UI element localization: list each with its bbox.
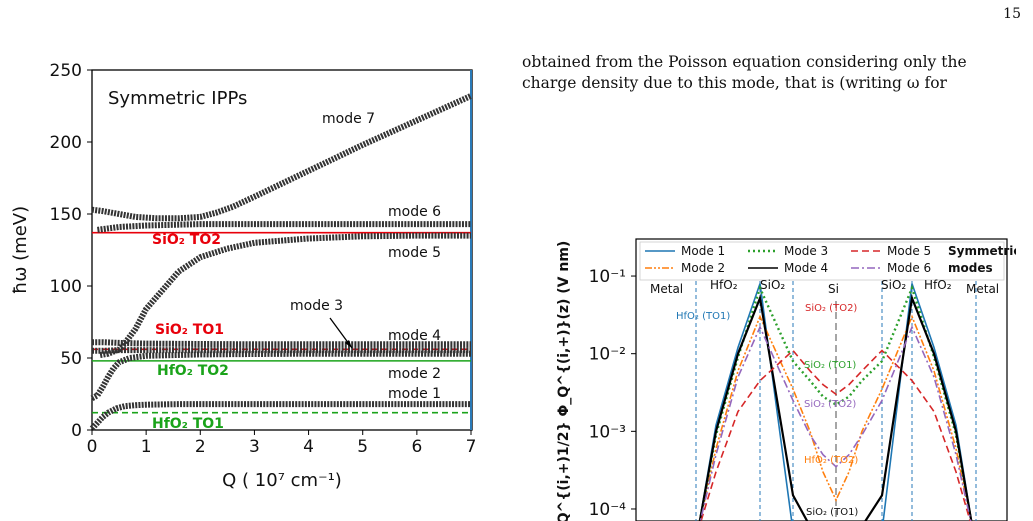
body-text-line: obtained from the Poisson equation consi…	[522, 53, 967, 71]
y-tick-label: 200	[50, 133, 82, 153]
y-tick-label: 0	[71, 421, 82, 441]
annotation-label: SiO₂ (TO1)	[806, 507, 858, 518]
x-tick-label: 6	[411, 437, 422, 457]
legend-label: Mode 1	[681, 244, 725, 258]
region-label: Si	[828, 282, 839, 296]
legend-label: Mode 3	[784, 244, 828, 258]
y-tick-label: 150	[50, 205, 82, 225]
annotation-mode-4: mode 4	[388, 328, 441, 344]
legend-label: Mode 6	[887, 261, 931, 275]
legend-label: Mode 5	[887, 244, 931, 258]
region-label: HfO₂	[924, 278, 952, 292]
dispersion-chart: 0 1 2 3 4 5 6 7 0 50 100 150 200 250 Symmetric IPPs Q…	[10, 61, 477, 491]
y-tick-label: 10⁻⁴	[589, 500, 627, 520]
mode-3-arrowhead	[345, 340, 352, 348]
annotation-mode-7: mode 7	[322, 111, 375, 127]
region-label: Metal	[966, 282, 999, 296]
legend-title: modes	[948, 261, 993, 275]
x-axis-label: Q ( 10⁷ cm⁻¹)	[222, 470, 342, 491]
series-line	[699, 314, 972, 521]
x-tick-label: 7	[466, 437, 477, 457]
annotation-mode-1: mode 1	[388, 386, 441, 402]
label-hfo2-to1: HfO₂ TO1	[152, 416, 224, 432]
annotation-mode-2: mode 2	[388, 366, 441, 382]
series-line	[99, 232, 471, 359]
potential-chart: 10⁻¹ 10⁻² 10⁻³ 10⁻⁴ n_Q^{(i,+)1/2} Φ_Q^{(i,…	[556, 238, 1016, 521]
body-text-line: charge density due to this mode, that is…	[522, 74, 947, 92]
series-line	[700, 349, 971, 521]
region-label: SiO₂	[760, 278, 785, 292]
region-label: SiO₂	[881, 278, 906, 292]
annotation-label: SiO₂ (TO1)	[804, 360, 856, 371]
series-line	[89, 401, 471, 431]
y-tick-label: 50	[60, 349, 82, 369]
x-tick-label: 3	[249, 437, 260, 457]
annotation-label: HfO₂ (TO1)	[676, 311, 730, 322]
y-tick-label: 10⁻¹	[589, 267, 626, 287]
body-text: obtained from the Poisson equation consi…	[522, 52, 1027, 94]
y-axis-label: ħω (meV)	[10, 206, 31, 294]
plot-frame-right	[635, 238, 1008, 521]
x-tick-label: 1	[141, 437, 152, 457]
annotation-label: SiO₂ (TO2)	[805, 303, 857, 314]
series-line	[92, 339, 471, 348]
label-hfo2-to2: HfO₂ TO2	[157, 363, 229, 379]
x-tick-label: 2	[195, 437, 206, 457]
y-tick-label: 250	[50, 61, 82, 81]
x-tick-label: 4	[303, 437, 314, 457]
annotation-mode-6: mode 6	[388, 204, 441, 220]
label-sio2-to1: SiO₂ TO1	[155, 322, 224, 338]
page-number: 15	[1003, 6, 1021, 22]
legend-label: Mode 4	[784, 261, 828, 275]
series-line	[92, 347, 471, 354]
y-tick-label: 10⁻³	[589, 422, 626, 442]
region-label: Metal	[650, 282, 683, 296]
annotation-label: SiO₂ (TO2)	[804, 399, 856, 410]
annotation-mode-5: mode 5	[388, 245, 441, 261]
y-tick-label: 10⁻²	[589, 345, 626, 365]
series-line	[91, 93, 473, 222]
series-line	[699, 325, 972, 521]
x-tick-label: 0	[87, 437, 98, 457]
annotation-mode-3: mode 3	[290, 298, 343, 314]
x-tick-label: 5	[357, 437, 368, 457]
series-line	[97, 221, 471, 233]
label-sio2-to2: SiO₂ TO2	[152, 232, 221, 248]
annotation-label: HfO₂ (TO2)	[804, 455, 858, 466]
series-line	[698, 283, 973, 521]
series-line	[698, 293, 973, 521]
legend-title: Symmetric	[948, 244, 1016, 258]
series-line	[90, 350, 471, 401]
legend: Mode 1 Mode 3 Mode 5 Mode 2 Mode 4 Mode 6 Symm…	[639, 241, 1016, 281]
chart-title: Symmetric IPPs	[108, 88, 247, 109]
y-tick-label: 100	[50, 277, 82, 297]
region-label: HfO₂	[710, 278, 738, 292]
y-axis-label-right: n_Q^{(i,+)1/2} Φ_Q^{(i,+)}(z) (V nm)	[556, 241, 572, 521]
legend-label: Mode 2	[681, 261, 725, 275]
